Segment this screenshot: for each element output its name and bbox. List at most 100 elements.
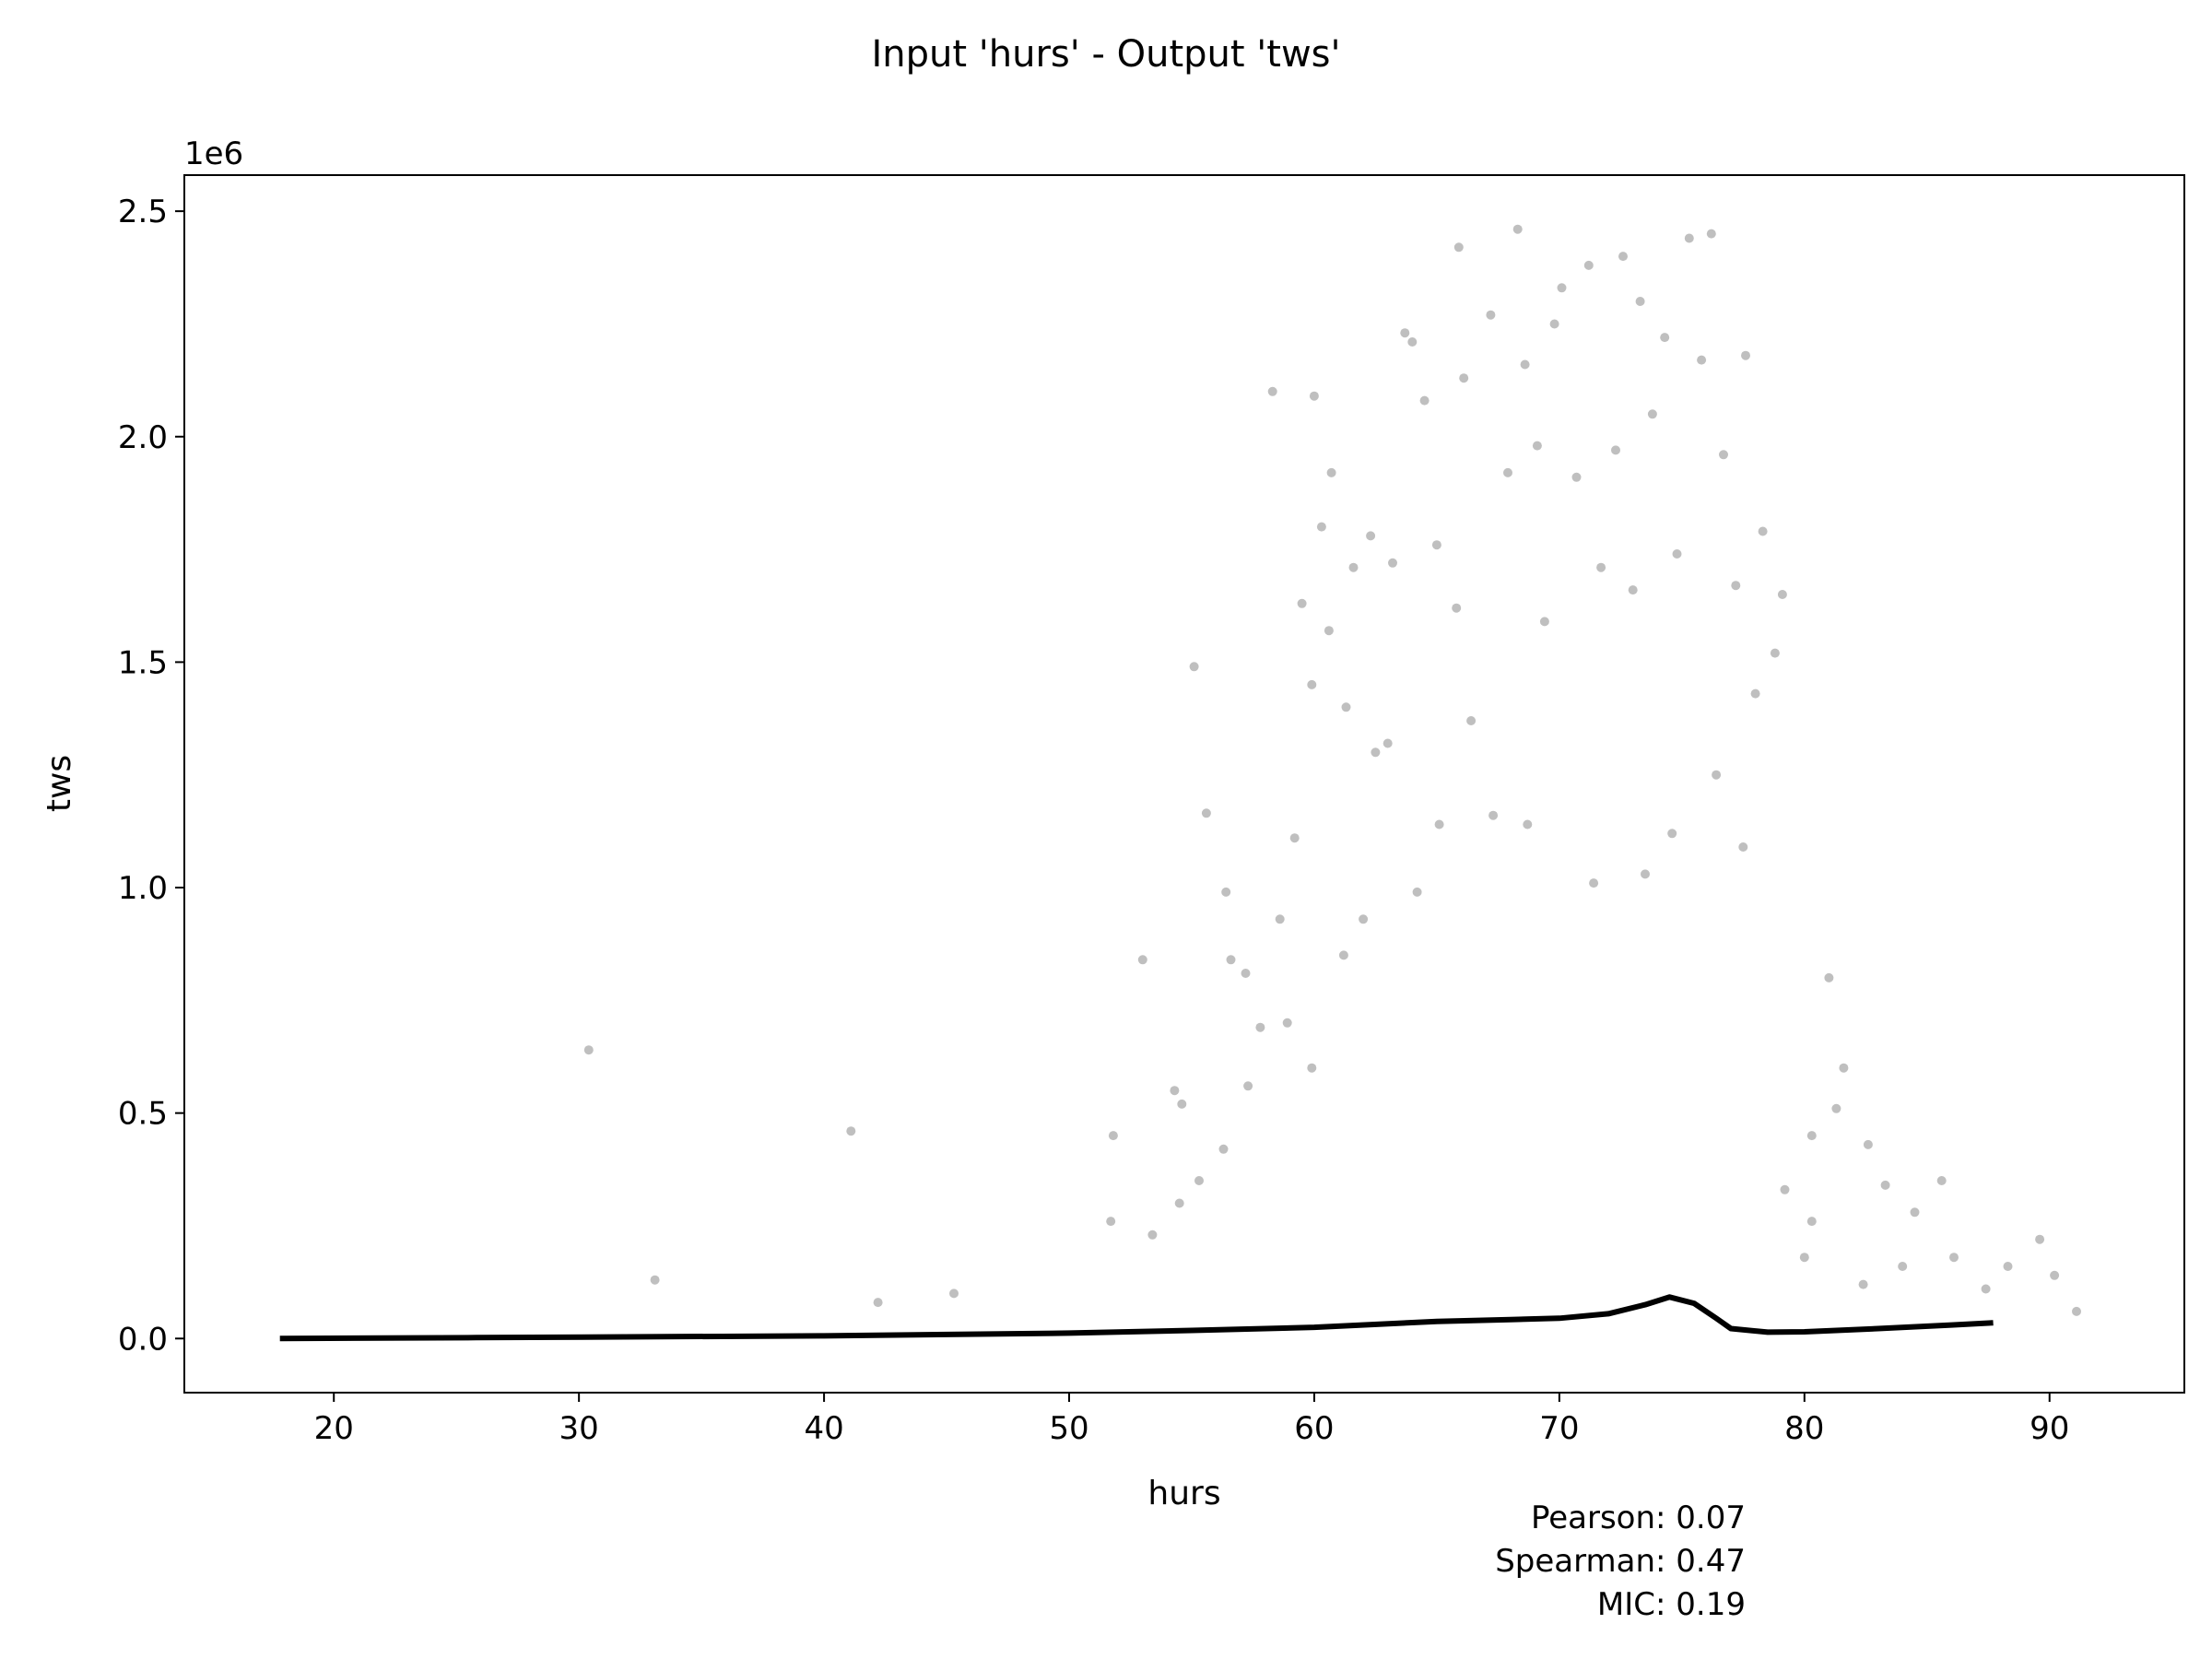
data-point xyxy=(1660,333,1670,343)
data-point xyxy=(1750,688,1760,699)
data-point xyxy=(1382,738,1393,748)
data-point xyxy=(1731,581,1741,591)
data-point xyxy=(1618,252,1628,262)
data-point xyxy=(1839,1063,1849,1073)
x-tick-label: 60 xyxy=(1294,1410,1334,1447)
data-point xyxy=(1189,662,1199,672)
data-point xyxy=(1297,598,1307,608)
data-point xyxy=(1434,819,1444,830)
y-axis: 0.0 0.5 1.0 1.5 2.0 2.5 xyxy=(118,194,184,1358)
data-point xyxy=(1137,955,1147,965)
data-point xyxy=(1741,350,1750,360)
data-point xyxy=(1466,716,1477,725)
data-point xyxy=(1557,283,1567,293)
data-point xyxy=(1949,1253,1959,1263)
data-point xyxy=(1532,441,1542,451)
data-point xyxy=(1341,702,1351,712)
data-point xyxy=(1218,1144,1229,1154)
data-point xyxy=(1453,242,1464,253)
data-point xyxy=(1539,617,1549,627)
data-point xyxy=(1106,1217,1116,1227)
data-point xyxy=(1719,450,1728,460)
data-point xyxy=(1366,531,1376,541)
x-tick-label: 70 xyxy=(1539,1410,1579,1447)
data-point xyxy=(1512,224,1523,234)
data-point xyxy=(1523,819,1533,830)
data-point xyxy=(2003,1262,2013,1271)
y-axis-label: tws xyxy=(41,755,78,812)
data-point xyxy=(1275,914,1285,924)
data-point xyxy=(1289,833,1300,843)
data-point xyxy=(583,1045,594,1055)
data-point xyxy=(1108,1131,1118,1141)
x-tick-label: 20 xyxy=(314,1410,354,1447)
data-point xyxy=(1147,1230,1158,1240)
scatter-points xyxy=(583,224,2081,1316)
data-point xyxy=(1282,1018,1292,1028)
x-axis-label: hurs xyxy=(1147,1475,1220,1512)
data-point xyxy=(1486,310,1496,320)
data-point xyxy=(1635,297,1645,306)
data-point xyxy=(1241,969,1251,978)
y-tick-label: 1.0 xyxy=(118,870,168,907)
data-point xyxy=(1194,1176,1204,1185)
data-point xyxy=(1503,467,1512,477)
data-point xyxy=(949,1288,959,1299)
data-point xyxy=(1647,409,1657,419)
data-point xyxy=(1981,1284,1991,1294)
data-point xyxy=(1863,1139,1873,1149)
data-point xyxy=(1910,1207,1920,1218)
x-axis: 20 30 40 50 60 70 80 90 xyxy=(314,1393,2069,1447)
data-point xyxy=(1309,391,1319,401)
chart-title: Input 'hurs' - Output 'tws' xyxy=(871,33,1340,76)
data-point xyxy=(1243,1081,1253,1091)
data-point xyxy=(1880,1180,1890,1190)
data-point xyxy=(1770,648,1780,658)
data-point xyxy=(873,1298,883,1308)
data-point xyxy=(1338,950,1348,960)
data-point xyxy=(1316,522,1326,532)
data-point xyxy=(1672,549,1682,559)
y-tick-label: 0.5 xyxy=(118,1096,168,1133)
data-point xyxy=(2050,1270,2060,1280)
y-tick-label: 0.0 xyxy=(118,1321,168,1358)
y-tick-label: 2.0 xyxy=(118,419,168,456)
data-point xyxy=(1452,603,1462,613)
data-point xyxy=(1712,770,1722,780)
data-point xyxy=(1459,373,1469,383)
data-point xyxy=(1348,562,1359,572)
data-point xyxy=(1806,1131,1817,1141)
data-point xyxy=(1307,679,1317,689)
data-point xyxy=(1326,467,1336,477)
data-point xyxy=(1400,328,1410,338)
spearman-stat: Spearman: 0.47 xyxy=(1495,1543,1746,1580)
smoothed-line xyxy=(279,1290,1994,1346)
data-point xyxy=(1324,626,1334,636)
data-point xyxy=(1170,1086,1180,1096)
data-point xyxy=(1201,808,1211,818)
data-point xyxy=(2072,1306,2081,1316)
data-point xyxy=(1799,1253,1809,1263)
data-point xyxy=(1858,1279,1868,1289)
y-offset-label: 1e6 xyxy=(184,135,243,172)
data-point xyxy=(1824,972,1834,982)
data-point xyxy=(1684,233,1694,243)
data-point xyxy=(650,1275,660,1285)
trend-line xyxy=(279,1294,1994,1342)
data-point xyxy=(1628,585,1638,595)
data-point xyxy=(1267,386,1277,396)
x-tick-label: 90 xyxy=(2030,1410,2069,1447)
data-point xyxy=(1255,1022,1265,1032)
data-point xyxy=(846,1126,856,1136)
pearson-stat: Pearson: 0.07 xyxy=(1531,1500,1746,1536)
data-point xyxy=(1431,540,1441,550)
data-point xyxy=(1780,1184,1790,1194)
data-point xyxy=(1226,955,1236,965)
mic-stat: MIC: 0.19 xyxy=(1597,1586,1746,1623)
data-point xyxy=(1583,260,1594,270)
data-point xyxy=(1177,1099,1187,1109)
data-point xyxy=(1419,395,1430,406)
data-point xyxy=(1738,842,1748,852)
data-point xyxy=(1549,319,1559,329)
data-point xyxy=(1488,810,1499,820)
